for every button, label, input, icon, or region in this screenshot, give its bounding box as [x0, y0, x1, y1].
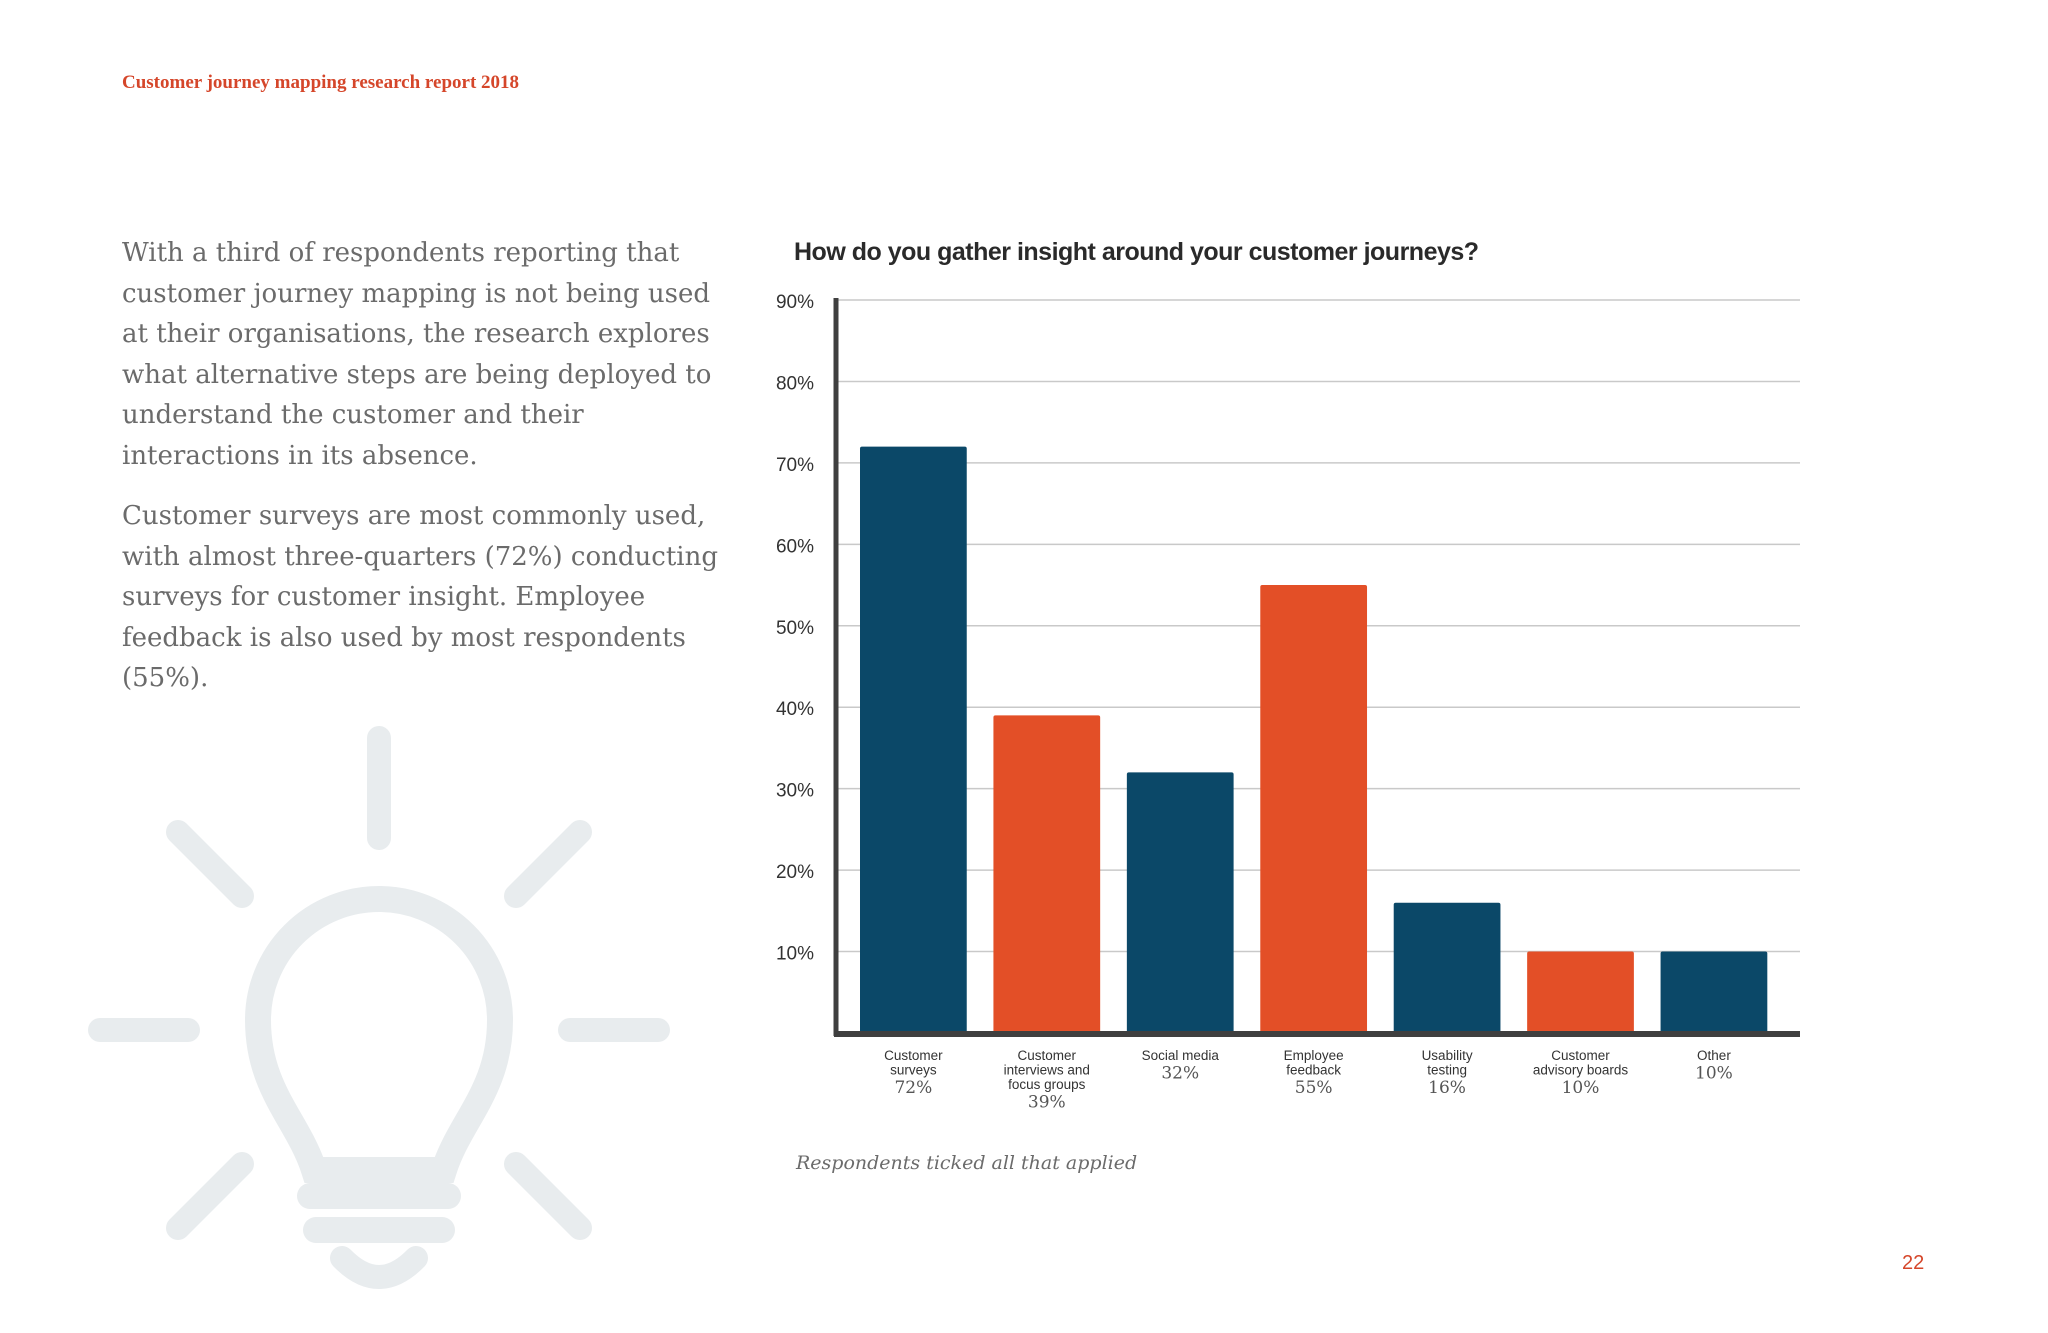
data-label: 10% — [1562, 1078, 1600, 1098]
x-tick-label: feedback — [1286, 1063, 1341, 1078]
y-tick-label: 40% — [776, 699, 814, 720]
data-label: 55% — [1295, 1078, 1333, 1098]
footnote: Respondents ticked all that applied — [796, 1152, 1138, 1174]
y-tick-label: 90% — [776, 292, 814, 313]
lightbulb-icon — [88, 726, 670, 1289]
y-tick-label: 10% — [776, 944, 814, 965]
y-tick-label: 60% — [776, 536, 814, 557]
x-tick-label: Employee — [1284, 1048, 1344, 1063]
x-tick-label: advisory boards — [1533, 1063, 1629, 1078]
bar — [1126, 772, 1234, 1033]
x-tick-label: testing — [1427, 1063, 1467, 1078]
bar — [1393, 902, 1501, 1033]
y-tick-label: 30% — [776, 781, 814, 802]
data-label: 32% — [1161, 1064, 1199, 1084]
x-tick-label: Customer — [884, 1048, 943, 1063]
x-tick-label: surveys — [890, 1063, 937, 1078]
x-tick-label: Customer — [1551, 1048, 1610, 1063]
y-tick-label: 50% — [776, 618, 814, 639]
x-tick-label: Usability — [1422, 1048, 1473, 1063]
page-number: 22 — [1902, 1252, 1925, 1274]
data-label: 72% — [894, 1078, 932, 1098]
bar — [1527, 951, 1634, 1033]
data-label: 16% — [1428, 1078, 1466, 1098]
chart-title: How do you gather insight around your cu… — [794, 238, 1479, 266]
report-title: Customer journey mapping research report… — [122, 72, 520, 93]
x-tick-label: focus groups — [1008, 1077, 1086, 1092]
y-tick-label: 80% — [776, 373, 814, 394]
bar — [993, 715, 1101, 1033]
x-tick-label: interviews and — [1004, 1063, 1090, 1078]
intro-paragraph-2: Customer surveys are most commonly used,… — [122, 501, 718, 693]
bar — [1260, 585, 1368, 1033]
x-tick-label: Social media — [1142, 1048, 1220, 1063]
y-tick-label: 70% — [776, 455, 814, 476]
bar — [860, 446, 967, 1034]
data-label: 39% — [1028, 1093, 1066, 1113]
y-tick-label: 20% — [776, 862, 814, 883]
x-tick-label: Customer — [1018, 1048, 1077, 1063]
bar — [1660, 951, 1768, 1033]
intro-paragraph-1: With a third of respondents reporting th… — [122, 238, 712, 471]
data-label: 10% — [1695, 1064, 1733, 1084]
x-tick-label: Other — [1697, 1048, 1731, 1063]
